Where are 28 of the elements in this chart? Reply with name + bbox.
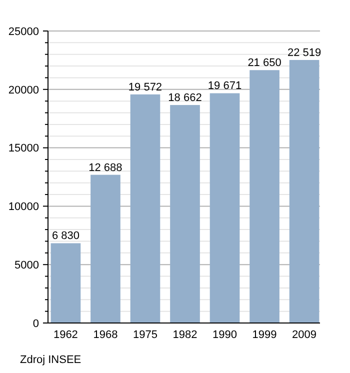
data-label: 22 519 — [287, 46, 322, 59]
y-tick-label: 0 — [32, 318, 39, 330]
bar — [250, 70, 280, 323]
x-tick-label: 2009 — [292, 329, 317, 341]
bar — [210, 93, 240, 323]
data-label: 18 662 — [168, 92, 202, 104]
y-tick-label: 20000 — [8, 84, 39, 96]
x-tick-label: 1999 — [252, 329, 277, 341]
x-tick-label: 1982 — [172, 329, 198, 341]
y-tick-label: 10000 — [8, 201, 39, 214]
bar — [90, 174, 120, 323]
y-tick-label: 5000 — [14, 259, 39, 272]
y-tick-label: 15000 — [8, 142, 39, 155]
text: Zdroj INSEE — [20, 354, 82, 366]
x-tick-label: 1975 — [132, 329, 158, 341]
bar — [289, 60, 320, 323]
data-label: 21 650 — [248, 57, 282, 70]
data-label: 12 688 — [88, 162, 122, 174]
bar — [130, 94, 160, 323]
x-tick-label: 1990 — [212, 329, 238, 341]
data-label: 6 830 — [52, 230, 80, 242]
y-tick-label: 25000 — [8, 26, 39, 38]
data-label: 19 572 — [128, 81, 162, 94]
bar — [170, 105, 200, 323]
x-tick-label: 1962 — [53, 329, 78, 341]
x-tick-label: 1968 — [93, 329, 118, 341]
bar — [50, 243, 81, 323]
data-label: 19 671 — [208, 80, 242, 92]
